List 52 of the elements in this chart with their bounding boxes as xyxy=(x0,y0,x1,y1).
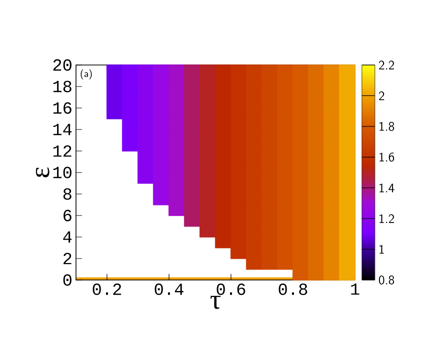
y-tick-label: 16 xyxy=(53,102,72,114)
point xyxy=(339,194,356,206)
point xyxy=(292,64,309,76)
point xyxy=(277,64,294,76)
point xyxy=(308,64,324,76)
y-tick-label: 8 xyxy=(63,188,72,200)
y-axis-title: ε xyxy=(36,167,50,178)
x-axis-title: τ xyxy=(210,296,220,309)
y-tick-label: 20 xyxy=(53,59,72,71)
point xyxy=(215,64,232,76)
point xyxy=(339,86,356,98)
point xyxy=(339,64,356,76)
color-bar-label: 2.2 xyxy=(378,60,394,70)
point xyxy=(168,64,185,76)
point xyxy=(339,258,356,270)
y-tick-label: 10 xyxy=(53,166,72,178)
point xyxy=(339,150,356,162)
point xyxy=(184,64,200,76)
color-bar-label: 2 xyxy=(378,91,384,100)
color-bar-label: 1 xyxy=(380,244,384,254)
y-tick-label: 2 xyxy=(64,252,72,264)
point xyxy=(339,108,356,120)
point xyxy=(153,64,170,76)
point xyxy=(106,64,123,76)
point xyxy=(200,64,216,76)
x-tick-label: 0.2 xyxy=(92,284,122,296)
color-bar-label: 1.6 xyxy=(380,152,394,162)
color-bar-label: 1.2 xyxy=(380,214,394,223)
point xyxy=(246,64,262,76)
point xyxy=(339,215,356,227)
x-tick-label: 0.8 xyxy=(278,284,308,296)
point xyxy=(138,64,154,76)
annotation: (a) xyxy=(80,69,92,80)
color-bar-label: 1.8 xyxy=(380,122,394,131)
y-tick-label: 14 xyxy=(53,124,72,136)
y-tick-label: 4 xyxy=(63,231,72,243)
point xyxy=(339,236,356,248)
color-bar-label: 1.4 xyxy=(380,183,394,192)
x-tick-label: 0.4 xyxy=(154,284,184,296)
point xyxy=(122,64,138,76)
y-tick-label: 6 xyxy=(64,210,72,222)
x-tick-label: 1 xyxy=(351,284,360,295)
point xyxy=(324,64,340,76)
x-tick-label: 0.6 xyxy=(216,284,246,296)
y-tick-label: 12 xyxy=(53,145,72,157)
point xyxy=(339,129,356,141)
color-bar-label: 0.8 xyxy=(378,275,394,285)
y-tick-label: 0 xyxy=(63,274,72,286)
point xyxy=(262,64,278,76)
y-tick-label: 18 xyxy=(53,80,72,92)
point xyxy=(339,172,356,184)
point xyxy=(230,64,247,76)
